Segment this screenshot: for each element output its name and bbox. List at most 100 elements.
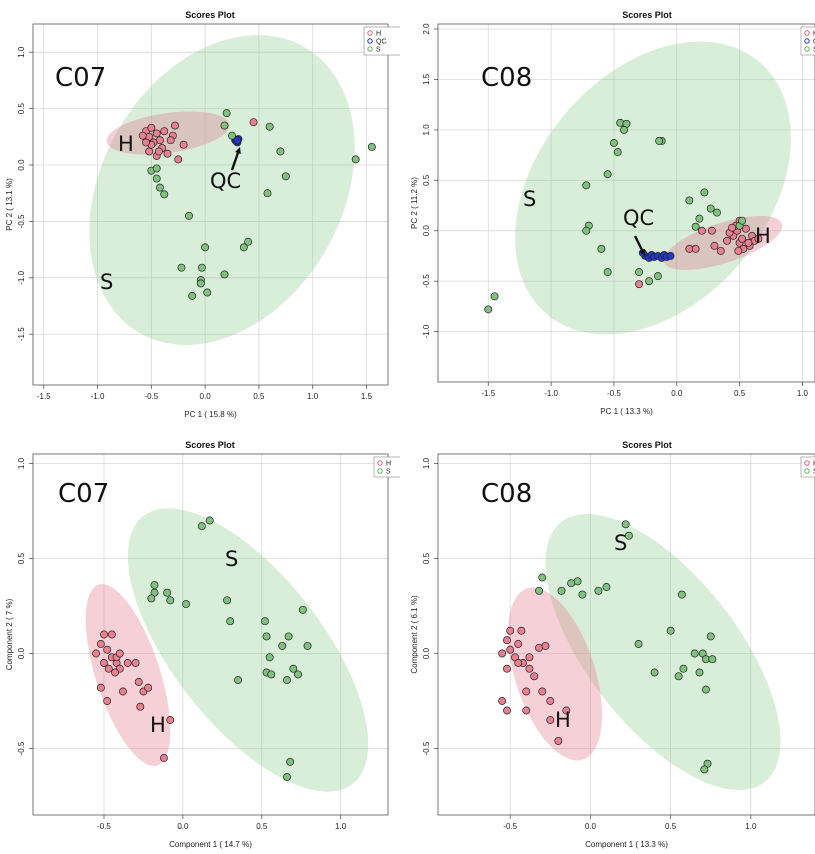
x-tick-label: 1.0 (745, 822, 757, 831)
point-s (674, 672, 683, 681)
point-s (260, 617, 269, 626)
group-annotation: QC (623, 206, 654, 230)
point-s (653, 272, 662, 281)
point-s (666, 626, 675, 635)
point-s (679, 664, 688, 673)
point-s (166, 596, 175, 605)
point-h (723, 236, 731, 245)
legend-box (373, 456, 400, 478)
legend-box (363, 26, 400, 56)
point-h (163, 149, 172, 158)
group-annotation: S (614, 531, 627, 555)
point-h (171, 121, 179, 130)
point-s (613, 148, 622, 157)
point-s (650, 668, 659, 677)
y-axis-label: Component 2 ( 7 %) (5, 598, 14, 670)
point-h (506, 645, 515, 654)
point-h (498, 697, 507, 705)
scores-plot-c08-pls-svg: Scores Plot -0.5 0.0 0.5 1.0 1.0 0.5 0.0 -0.5 Com… (410, 440, 815, 849)
point-h (514, 659, 523, 667)
y-tick-label: 0.5 (422, 174, 431, 186)
point-h (96, 683, 105, 692)
legend-label: H (376, 31, 381, 38)
point-h (530, 672, 539, 681)
point-s (594, 586, 603, 595)
point-h (503, 664, 511, 673)
point-s (367, 143, 376, 151)
confidence-ellipse-h (85, 584, 171, 766)
y-tick-label: 2.0 (422, 23, 431, 35)
point-h (546, 716, 555, 724)
legend-marker (367, 38, 373, 44)
point-s (188, 291, 197, 300)
point-h (538, 687, 547, 696)
point-s (609, 139, 618, 147)
point-s (265, 122, 274, 131)
qc-arrow-head (639, 249, 645, 256)
legend-marker (804, 38, 810, 44)
point-s (234, 676, 243, 685)
point-s (263, 189, 272, 198)
x-tick-label: -1.0 (91, 392, 105, 401)
plot-frame (437, 453, 815, 816)
point-s (155, 183, 164, 192)
legend-label: S (376, 47, 381, 54)
point-s (685, 196, 694, 205)
y-tick-label: -1.5 (17, 327, 26, 341)
point-s (226, 617, 235, 626)
point-s (603, 170, 612, 179)
point-s (281, 172, 290, 181)
scores-plot-c07-pca: Scores Plot -1.5 -1.0 -0.5 0.0 0.5 1.0 1.5 1.0 0.… (0, 0, 400, 425)
point-s (582, 226, 591, 235)
point-s (597, 244, 606, 253)
point-h (92, 649, 101, 658)
scores-plot-c08-pca: Scores Plot -1.5 -1.0 -0.5 0.0 0.5 1.0 2.0 1.5 1.… (405, 0, 815, 425)
x-tick-label: 0.0 (585, 822, 597, 831)
legend-label: QC (376, 39, 387, 46)
point-s (294, 670, 303, 679)
y-axis-label: PC 2 ( 13.1 %) (5, 178, 14, 231)
point-s (289, 664, 298, 673)
point-h (144, 683, 153, 692)
group-annotation: H (118, 132, 134, 156)
point-s (695, 668, 704, 677)
point-s (177, 263, 186, 272)
point-h (503, 706, 511, 715)
point-h (741, 224, 750, 233)
legend-marker (804, 30, 810, 36)
point-h (708, 226, 716, 235)
point-h (503, 636, 511, 645)
point-s (538, 573, 547, 582)
point-h (138, 131, 147, 140)
point-s (205, 516, 214, 525)
confidence-ellipse-h (663, 216, 783, 270)
y-tick-label: 0.5 (17, 103, 26, 115)
legend: HS (800, 456, 815, 478)
point-s (265, 653, 274, 662)
confidence-ellipse-h (106, 111, 230, 155)
point-s (152, 174, 161, 183)
legend-marker (377, 460, 383, 466)
point-h (635, 280, 644, 289)
point-h (111, 668, 119, 677)
point-s (691, 222, 700, 231)
point-h (147, 123, 156, 132)
point-s (283, 676, 291, 685)
point-h (744, 238, 753, 247)
point-s (220, 270, 229, 279)
chart-title: Scores Plot (622, 10, 672, 20)
x-tick-label: 0.5 (665, 822, 677, 831)
point-s (283, 773, 291, 781)
x-tick-label: -1.0 (544, 389, 558, 398)
scores-plot-c07-pca-svg: Scores Plot -1.5 -1.0 -0.5 0.0 0.5 1.0 1.5 1.0 0.… (5, 10, 400, 419)
point-h (754, 234, 763, 243)
y-tick-label: 1.0 (422, 457, 431, 469)
x-tick-label: 0.0 (671, 389, 683, 398)
point-s (635, 268, 644, 277)
point-s (228, 131, 236, 140)
group-annotation: H (755, 224, 771, 248)
y-tick-label: 0.0 (17, 159, 26, 171)
point-s (244, 237, 253, 246)
